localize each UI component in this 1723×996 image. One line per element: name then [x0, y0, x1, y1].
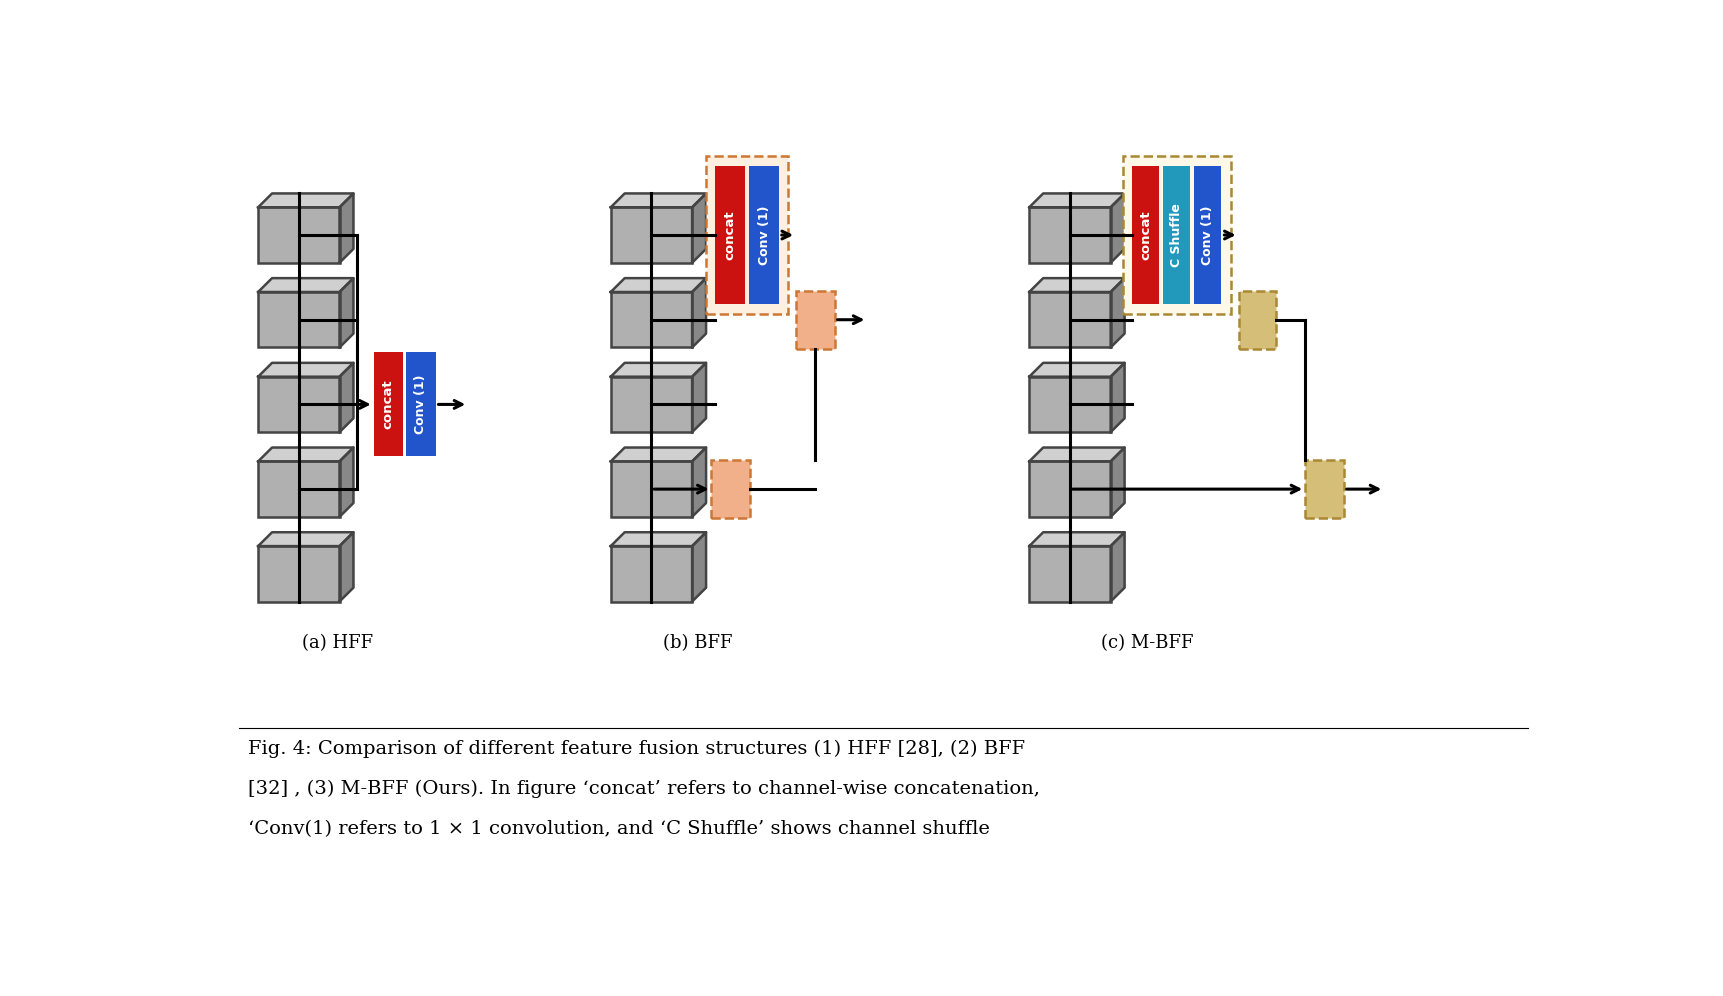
Bar: [1122, 156, 1230, 314]
Polygon shape: [1110, 532, 1123, 602]
Text: Conv (1): Conv (1): [1201, 205, 1213, 265]
Bar: [1163, 165, 1191, 305]
Polygon shape: [1110, 447, 1123, 517]
Polygon shape: [258, 532, 353, 546]
Text: C Shuffle: C Shuffle: [1170, 203, 1182, 267]
Polygon shape: [691, 193, 706, 263]
Text: (c) M-BFF: (c) M-BFF: [1101, 633, 1192, 651]
Text: concat: concat: [1139, 210, 1151, 260]
Text: Conv (1): Conv (1): [758, 205, 770, 265]
Polygon shape: [691, 447, 706, 517]
Bar: [258, 376, 339, 432]
Bar: [258, 461, 339, 517]
Bar: [610, 376, 691, 432]
Polygon shape: [339, 447, 353, 517]
Bar: [610, 207, 691, 263]
Bar: [407, 353, 436, 456]
Polygon shape: [610, 278, 706, 292]
Polygon shape: [1029, 532, 1123, 546]
Bar: [258, 292, 339, 348]
Bar: [1132, 165, 1160, 305]
Polygon shape: [258, 193, 353, 207]
Bar: [706, 156, 787, 314]
Polygon shape: [1029, 278, 1123, 292]
Bar: [610, 292, 691, 348]
Text: Fig. 4: Comparison of different feature fusion structures (1) HFF [28], (2) BFF: Fig. 4: Comparison of different feature …: [248, 740, 1025, 758]
Bar: [712, 460, 750, 518]
Bar: [715, 165, 744, 305]
Polygon shape: [610, 447, 706, 461]
Text: concat: concat: [381, 379, 395, 429]
Bar: [1029, 292, 1110, 348]
Bar: [1029, 461, 1110, 517]
Bar: [1029, 546, 1110, 602]
Text: (a) HFF: (a) HFF: [302, 633, 372, 651]
Bar: [750, 165, 779, 305]
Polygon shape: [1110, 193, 1123, 263]
Polygon shape: [1029, 363, 1123, 376]
Polygon shape: [610, 532, 706, 546]
Polygon shape: [258, 447, 353, 461]
Text: Conv (1): Conv (1): [414, 374, 427, 434]
Bar: [1237, 291, 1275, 349]
Polygon shape: [1029, 447, 1123, 461]
Polygon shape: [610, 193, 706, 207]
Bar: [796, 291, 834, 349]
Polygon shape: [339, 532, 353, 602]
Polygon shape: [258, 363, 353, 376]
Polygon shape: [691, 278, 706, 348]
Polygon shape: [258, 278, 353, 292]
Text: (b) BFF: (b) BFF: [663, 633, 732, 651]
Polygon shape: [1029, 193, 1123, 207]
Polygon shape: [339, 278, 353, 348]
Text: [32] , (3) M-BFF (Ours). In figure ‘concat’ refers to channel-wise concatenation: [32] , (3) M-BFF (Ours). In figure ‘conc…: [248, 780, 1039, 799]
Polygon shape: [691, 532, 706, 602]
Bar: [610, 546, 691, 602]
Polygon shape: [339, 193, 353, 263]
Polygon shape: [610, 363, 706, 376]
Bar: [1029, 207, 1110, 263]
Polygon shape: [1110, 278, 1123, 348]
Polygon shape: [1110, 363, 1123, 432]
Bar: [1029, 376, 1110, 432]
Text: ‘Conv(1) refers to 1 × 1 convolution, and ‘C Shuffle’ shows channel shuffle: ‘Conv(1) refers to 1 × 1 convolution, an…: [248, 821, 989, 839]
Bar: [1304, 460, 1344, 518]
Bar: [610, 461, 691, 517]
Bar: [258, 546, 339, 602]
Bar: [374, 353, 403, 456]
Text: concat: concat: [724, 210, 736, 260]
Bar: [258, 207, 339, 263]
Polygon shape: [691, 363, 706, 432]
Bar: [1194, 165, 1220, 305]
Polygon shape: [339, 363, 353, 432]
